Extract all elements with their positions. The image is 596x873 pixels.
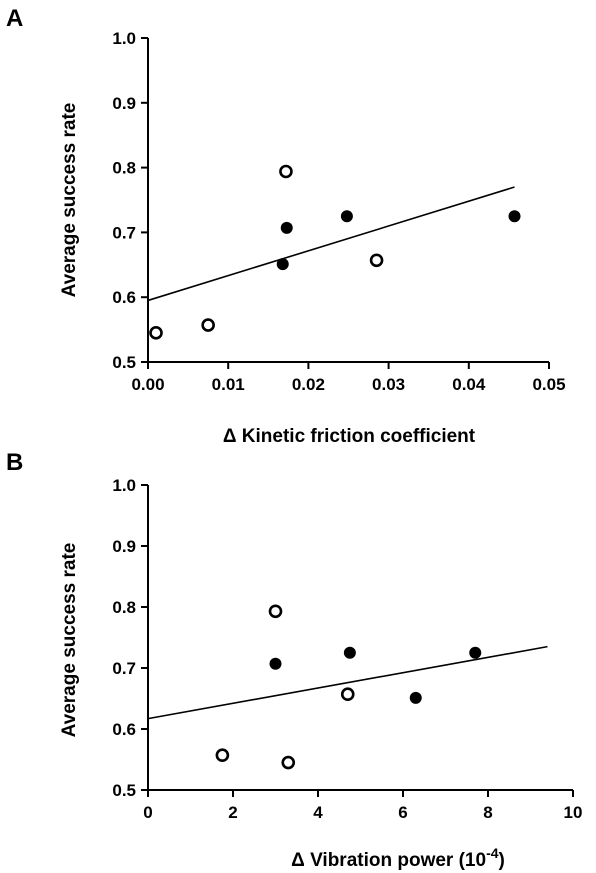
data-point-filled (409, 691, 422, 704)
x-tick-label: 0.01 (212, 375, 245, 394)
x-tick-label: 4 (313, 803, 323, 822)
data-point-open (215, 748, 230, 763)
y-tick-label: 0.6 (112, 288, 136, 307)
x-ticks-b: 0 2 4 6 8 10 (143, 790, 582, 822)
data-point-open (268, 604, 283, 619)
data-point-open (201, 318, 215, 332)
y-axis-label-a: Average success rate (59, 103, 80, 298)
x-tick-label: 6 (398, 803, 407, 822)
trendline-group-b (147, 645, 548, 720)
data-point-open (149, 326, 163, 340)
data-point-open (340, 687, 355, 702)
x-tick-label: 10 (564, 803, 583, 822)
y-tick-label: 0.7 (112, 659, 136, 678)
trendline-group-a (147, 186, 515, 302)
y-tick-label: 0.7 (112, 223, 136, 242)
x-axis-label-a: Δ Kinetic friction coefficient (223, 426, 476, 447)
y-tick-label: 0.6 (112, 720, 136, 739)
y-tick-label: 1.0 (112, 29, 136, 48)
y-axis-label-b: Average success rate (59, 543, 80, 738)
x-tick-label: 0.05 (532, 375, 565, 394)
y-tick-label: 0.8 (112, 159, 136, 178)
x-tick-label: 0.04 (452, 375, 486, 394)
x-tick-label: 0 (143, 803, 152, 822)
data-point-filled (343, 646, 356, 659)
panel-label-b: B (6, 449, 23, 476)
data-point-filled (276, 258, 289, 271)
y-tick-label: 0.5 (112, 353, 136, 372)
data-point-filled (469, 646, 482, 659)
panel-b: B 0.5 0.6 0.7 0.8 0.9 1.0 0 2 4 6 8 10 Δ Vibration… (6, 449, 582, 871)
y-ticks-b: 0.5 0.6 0.7 0.8 0.9 1.0 (112, 476, 148, 800)
data-point-filled (508, 210, 521, 223)
points-b (215, 604, 482, 770)
data-point-open (279, 164, 293, 179)
y-ticks-a: 0.5 0.6 0.7 0.8 0.9 1.0 (112, 29, 148, 372)
data-point-filled (269, 657, 282, 670)
y-tick-label: 0.9 (112, 537, 136, 556)
panel-label-a: A (6, 5, 23, 32)
x-axis-label-b: Δ Vibration power (10-4) (291, 845, 505, 871)
x-ticks-a: 0.00 0.01 0.02 0.03 0.04 0.05 (131, 362, 566, 394)
y-tick-label: 0.9 (112, 94, 136, 113)
data-point-filled (280, 221, 293, 234)
x-tick-label: 0.02 (292, 375, 325, 394)
points-a (149, 164, 521, 340)
y-tick-label: 0.8 (112, 598, 136, 617)
data-point-open (281, 755, 296, 770)
data-point-open (369, 253, 384, 268)
data-point-filled (340, 210, 353, 223)
x-axis-label-b-sup: -4 (486, 845, 499, 861)
panel-a: A 0.50.60.70.80.91.0 0.00 0.01 0.02 0.03 0.0… (6, 5, 566, 447)
x-tick-label: 2 (228, 803, 237, 822)
trendline (147, 186, 515, 302)
x-axis-label-b-main: Δ Vibration power (10 (291, 850, 486, 871)
x-tick-label: 0.00 (131, 375, 164, 394)
x-tick-label: 8 (483, 803, 492, 822)
y-tick-label: 0.5 (112, 781, 136, 800)
x-tick-label: 0.03 (372, 375, 405, 394)
x-axis-label-b-end: ) (499, 850, 505, 871)
trendline (147, 645, 548, 720)
y-tick-label: 1.0 (112, 476, 136, 495)
